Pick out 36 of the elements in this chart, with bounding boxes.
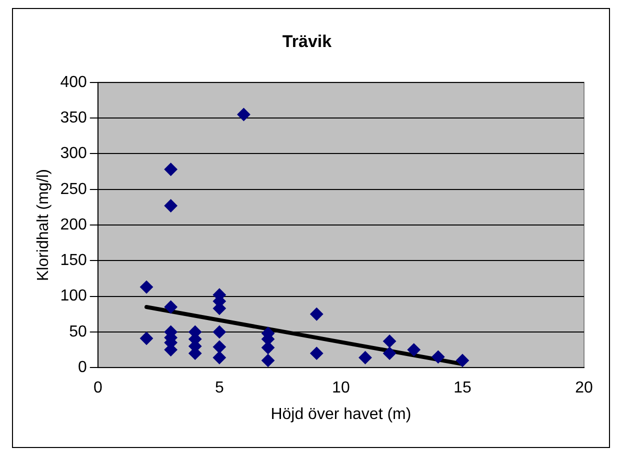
point [383, 334, 396, 348]
point [262, 354, 275, 367]
x-tick-label: 0 [93, 380, 102, 397]
point [358, 351, 372, 364]
y-tick-label: 150 [60, 252, 87, 270]
point [140, 280, 154, 294]
y-axis-title: Kloridhalt (mg/l) [35, 168, 52, 282]
x-tick-label: 5 [214, 380, 224, 397]
y-tick-label: 400 [60, 74, 87, 91]
point [164, 300, 178, 314]
point [310, 308, 324, 321]
x-axis-title: Höjd över havet (m) [270, 406, 412, 423]
x-tick-label: 15 [454, 380, 472, 397]
y-tick-label: 350 [60, 109, 87, 126]
x-tick-label: 10 [332, 380, 350, 397]
point [262, 341, 275, 354]
y-tick-label: 0 [78, 359, 87, 376]
chart-title: Trävik [282, 32, 332, 51]
point [456, 354, 469, 367]
point [407, 343, 420, 356]
point [310, 346, 324, 360]
point [432, 350, 445, 364]
y-tick-label: 100 [60, 288, 87, 305]
point [212, 325, 226, 338]
point [237, 108, 250, 121]
point [140, 332, 154, 345]
point [212, 351, 226, 364]
x-tick-label: 20 [575, 380, 593, 397]
y-tick-label: 250 [60, 180, 87, 198]
y-tick-label: 200 [60, 216, 87, 234]
y-tick-label: 300 [60, 145, 87, 162]
point [164, 199, 178, 212]
point [164, 162, 178, 176]
point [212, 340, 226, 354]
point [383, 346, 396, 360]
y-tick-label: 50 [69, 323, 87, 340]
